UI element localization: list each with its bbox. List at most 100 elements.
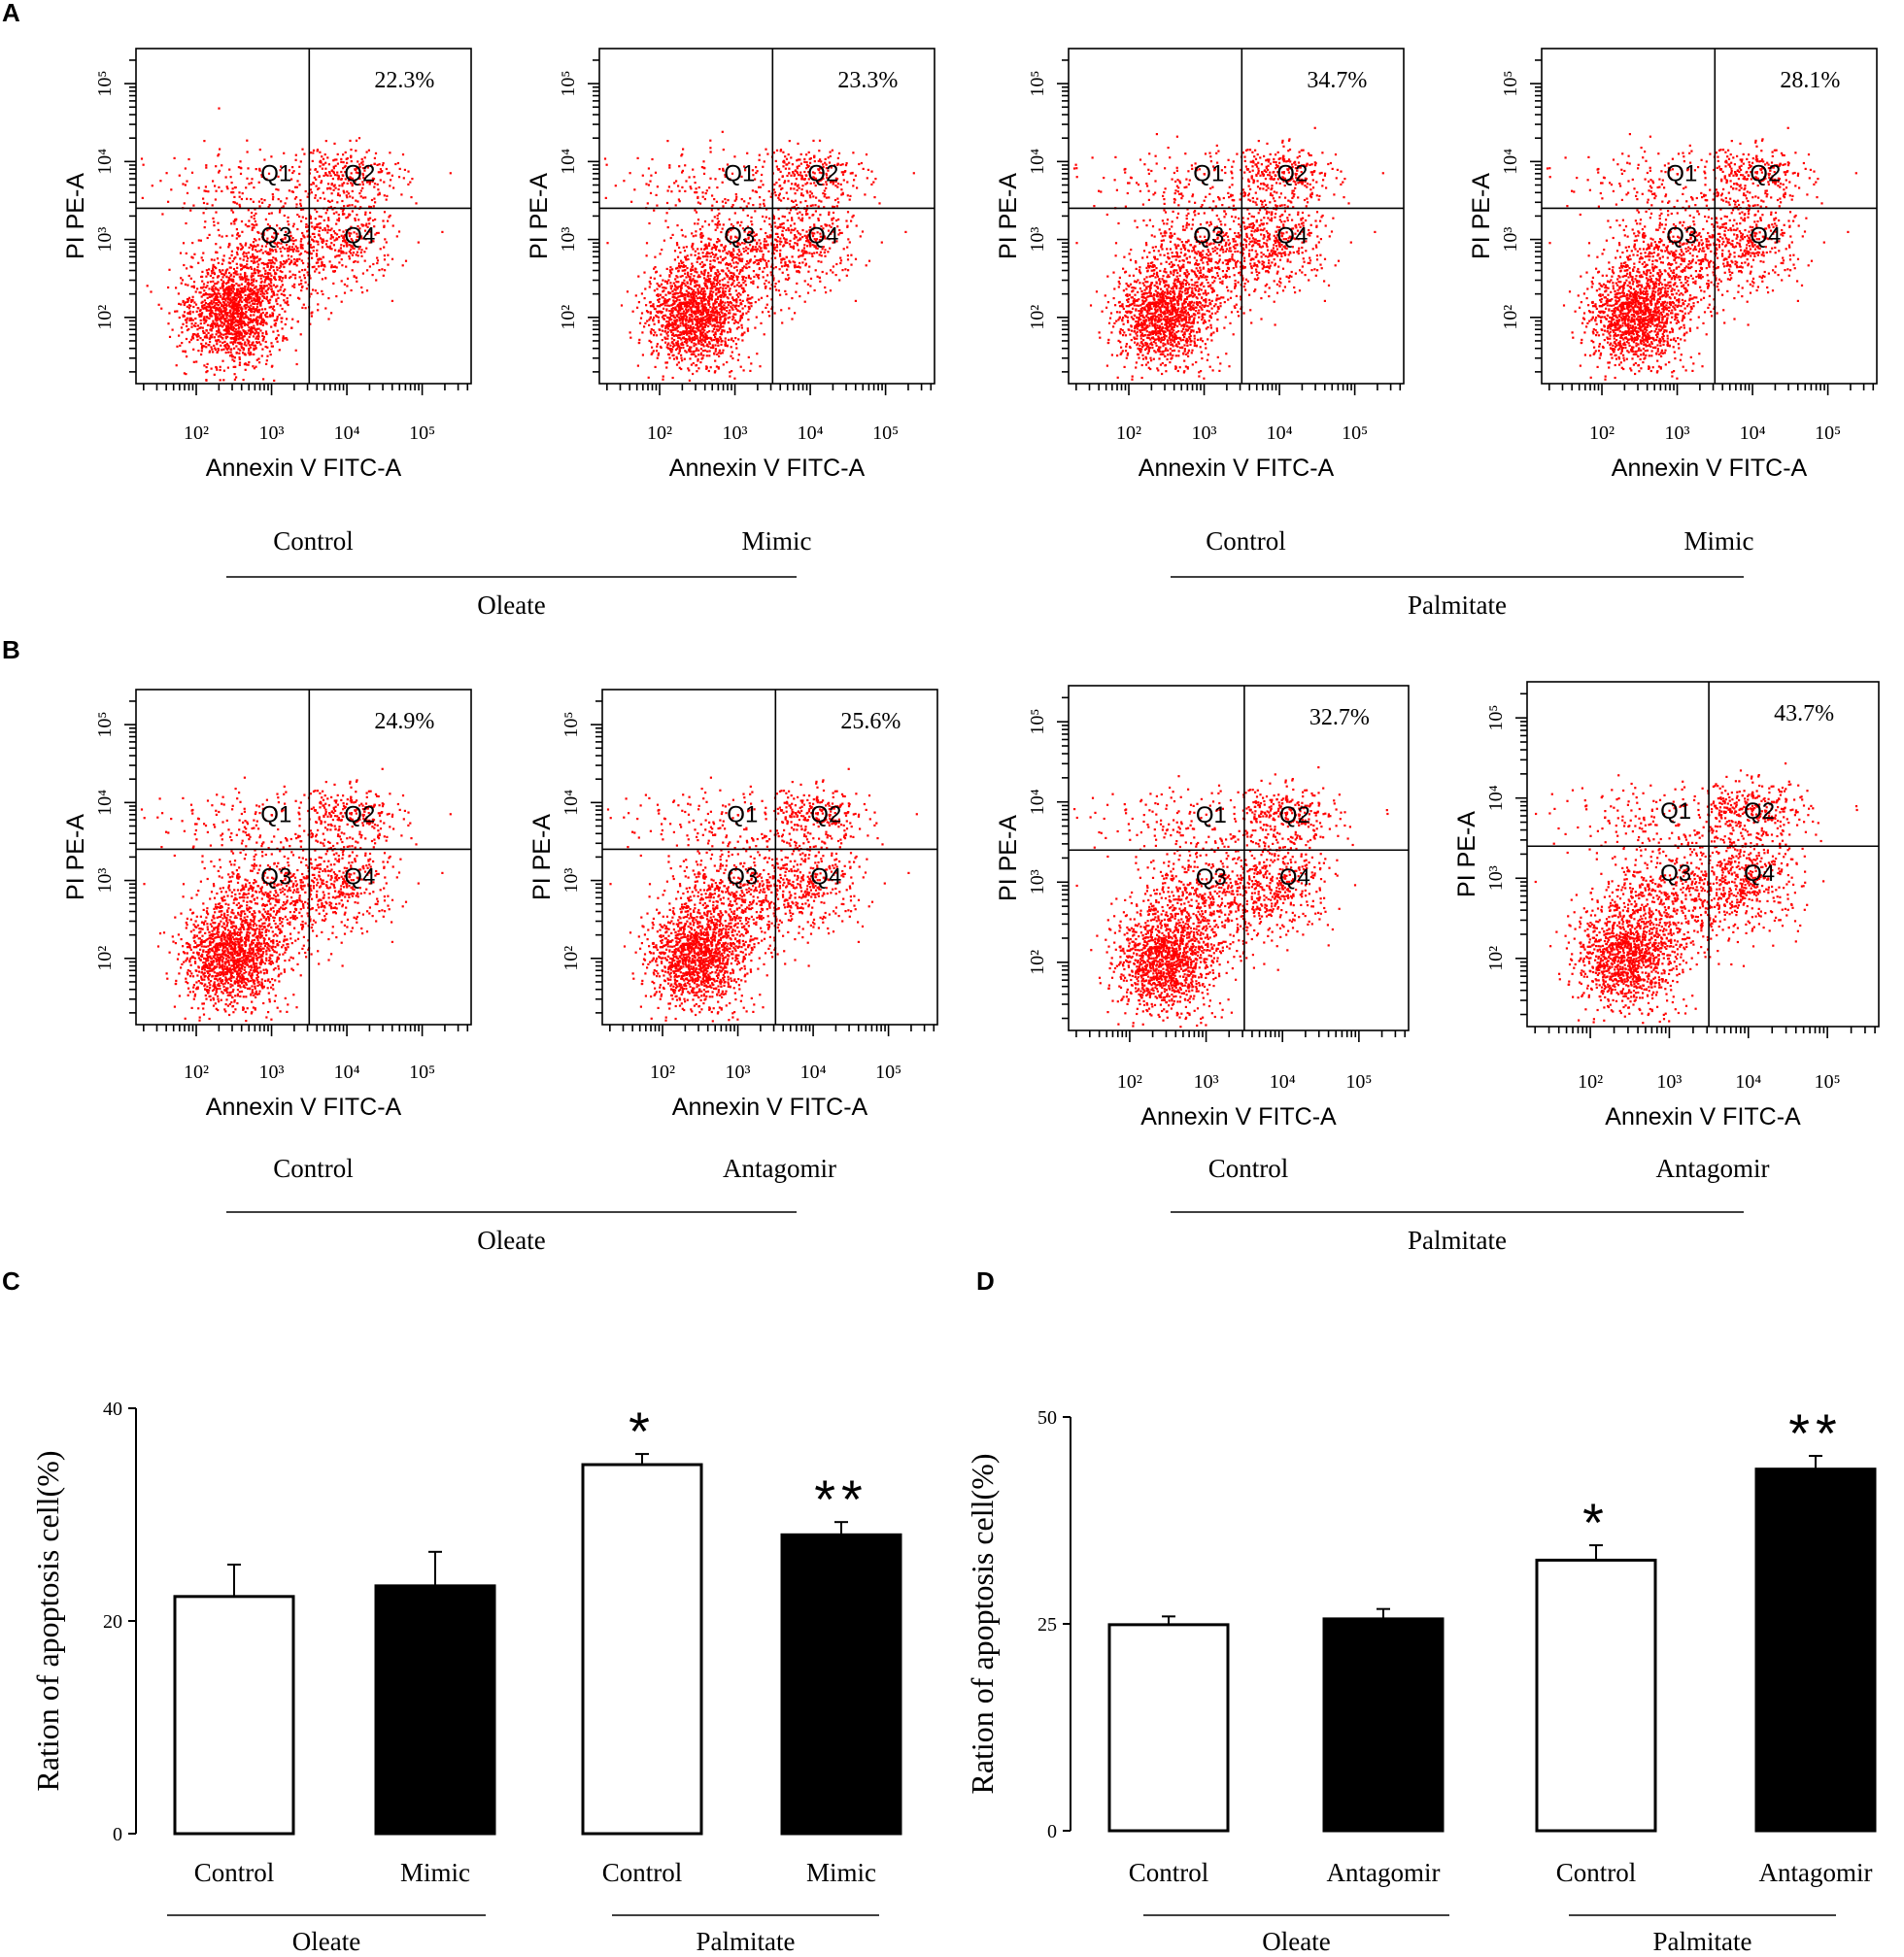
scatter-dot <box>349 139 352 142</box>
scatter-dot <box>265 242 269 245</box>
scatter-dot <box>765 294 768 297</box>
scatter-dot <box>388 172 391 175</box>
scatter-dot <box>750 362 753 365</box>
scatter-dot <box>722 287 725 289</box>
scatter-dot <box>330 199 334 202</box>
scatter-dot <box>238 290 241 293</box>
scatter-dot <box>741 299 744 302</box>
scatter-dot <box>337 214 340 217</box>
scatter-dot <box>823 251 826 254</box>
scatter-dot <box>727 338 731 341</box>
scatter-dot <box>804 264 807 267</box>
scatter-dot <box>717 219 720 223</box>
scatter-dot <box>349 176 352 179</box>
scatter-dot <box>202 201 206 205</box>
scatter-dot <box>231 312 234 315</box>
scatter-dot <box>688 304 691 308</box>
scatter-dot <box>730 354 732 357</box>
scatter-dot <box>255 299 258 303</box>
x-axis-ticks <box>143 384 469 395</box>
scatter-dot <box>346 182 349 185</box>
scatter-dot <box>214 325 218 328</box>
scatter-dot <box>228 168 231 171</box>
scatter-dot <box>258 317 261 320</box>
scatter-dot <box>772 243 775 247</box>
scatter-dot <box>870 170 873 173</box>
scatter-dot <box>245 306 248 309</box>
scatter-dot <box>721 352 724 354</box>
scatter-dot <box>770 274 773 277</box>
scatter-dot <box>719 327 722 330</box>
scatter-dot <box>731 296 734 300</box>
scatter-dot <box>712 253 715 255</box>
scatter-dot <box>227 325 230 328</box>
scatter-dot <box>324 161 327 164</box>
scatter-dot <box>726 310 729 313</box>
scatter-dot <box>346 241 349 244</box>
scatter-dot <box>264 245 267 248</box>
scatter-dot <box>222 369 225 372</box>
scatter-dot <box>671 268 674 271</box>
scatter-dot <box>789 261 792 264</box>
scatter-dot <box>206 316 209 320</box>
scatter-dot <box>671 333 674 337</box>
scatter-dot <box>249 318 252 321</box>
scatter-dot <box>250 325 253 328</box>
scatter-dot <box>219 334 221 337</box>
scatter-dot <box>717 338 720 342</box>
scatter-dot <box>788 229 791 232</box>
scatter-dot <box>754 301 757 304</box>
scatter-dot <box>219 365 221 368</box>
scatter-dot <box>838 231 841 235</box>
scatter-dot <box>661 339 663 342</box>
scatter-dot <box>229 287 232 290</box>
scatter-dot <box>674 327 677 330</box>
scatter-dot <box>710 269 713 272</box>
scatter-dot <box>710 339 713 342</box>
scatter-dot <box>241 192 244 195</box>
scatter-dot <box>663 299 665 303</box>
scatter-dot <box>277 232 280 235</box>
scatter-dot <box>224 329 227 332</box>
scatter-dot <box>728 289 731 292</box>
scatter-dot <box>231 358 234 361</box>
scatter-dot <box>839 256 842 259</box>
scatter-dot <box>262 295 265 298</box>
scatter-dot <box>688 330 691 333</box>
scatter-dot <box>729 262 731 265</box>
scatter-dot <box>355 139 358 142</box>
scatter-dot <box>809 285 812 287</box>
scatter-dot <box>184 319 187 321</box>
scatter-dot <box>702 294 705 297</box>
scatter-dot <box>861 230 865 233</box>
scatter-dot <box>692 337 695 340</box>
scatter-dot <box>232 315 235 319</box>
scatter-dot <box>227 279 230 282</box>
scatter-dot <box>260 198 263 201</box>
scatter-dot <box>266 299 270 302</box>
scatter-dot <box>699 310 702 314</box>
scatter-dot <box>815 196 818 199</box>
scatter-dot <box>222 310 225 313</box>
scatter-dot <box>236 292 239 295</box>
scatter-dot <box>212 277 215 280</box>
scatter-dot <box>360 286 363 289</box>
scatter-dot <box>773 286 776 288</box>
scatter-dot <box>703 219 707 223</box>
scatter-dot <box>706 318 709 321</box>
scatter-dot <box>270 287 273 290</box>
scatter-dot <box>221 292 224 296</box>
scatter-dot <box>346 277 350 280</box>
scatter-dot <box>336 193 340 196</box>
scatter-dot <box>700 323 703 326</box>
scatter-dot <box>221 325 224 328</box>
scatter-dot <box>700 314 703 317</box>
scatter-dot <box>699 319 702 321</box>
scatter-dot <box>791 199 794 202</box>
scatter-dot <box>675 320 678 322</box>
scatter-dot <box>265 239 268 242</box>
scatter-dot <box>672 325 675 329</box>
scatter-dot <box>296 247 299 250</box>
scatter-dot <box>763 267 765 270</box>
